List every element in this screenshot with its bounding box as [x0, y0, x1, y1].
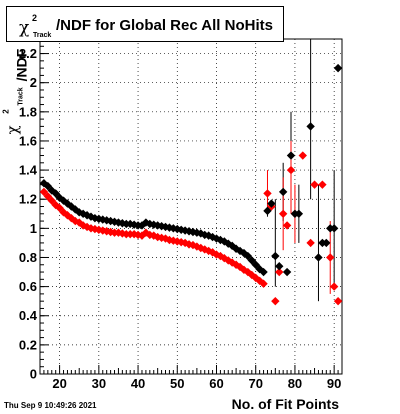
red-data-point	[71, 216, 80, 226]
red-data-point	[235, 262, 245, 272]
y-tick-label: 1.2	[19, 192, 37, 207]
x-tick-label: 40	[131, 376, 145, 391]
x-tick-label: 60	[209, 376, 223, 391]
red-data-point	[39, 187, 49, 197]
x-tick-label: 20	[52, 376, 66, 391]
black-data-point	[314, 253, 323, 262]
black-data-point	[118, 219, 127, 228]
title-subscript: Track	[33, 32, 52, 39]
x-tick-label: 90	[327, 376, 341, 391]
black-data-point	[329, 224, 339, 233]
red-data-point	[51, 200, 60, 210]
y-tick-label: 1.6	[19, 133, 37, 148]
red-data-point	[247, 270, 256, 280]
black-data-point	[247, 256, 256, 265]
red-data-point	[278, 209, 288, 218]
red-data-point	[59, 208, 68, 217]
black-data-point	[67, 202, 76, 211]
black-data-point	[259, 267, 268, 277]
black-data-point	[322, 238, 331, 248]
black-data-point	[278, 187, 288, 197]
red-data-point	[157, 233, 166, 243]
y-tick-label: 0	[30, 367, 37, 382]
grid-lines	[40, 39, 342, 374]
black-data-point	[282, 267, 292, 277]
y-axis-label-symbol: χ	[3, 125, 22, 135]
black-data-point	[263, 206, 272, 216]
x-axis-label: No. of Fit Points	[231, 396, 339, 412]
title-superscript: 2	[32, 13, 38, 23]
red-data-point	[102, 227, 111, 236]
red-data-point	[286, 165, 296, 175]
red-data-point	[326, 253, 335, 262]
red-data-point	[43, 192, 53, 201]
black-data-point	[94, 214, 104, 224]
red-data-point	[310, 180, 319, 189]
y-tick-label: 0.2	[19, 337, 37, 352]
y-tick-label: 1	[30, 221, 37, 236]
black-data-point	[271, 251, 280, 261]
red-data-point	[118, 229, 127, 238]
title-text: /NDF for Global Rec All NoHits	[56, 17, 273, 34]
black-data-point	[110, 217, 119, 226]
red-data-point	[137, 231, 147, 240]
data-points	[39, 63, 343, 306]
black-data-point	[137, 221, 147, 230]
black-data-point	[286, 151, 296, 160]
x-tick-label: 80	[288, 376, 302, 391]
red-data-point	[275, 267, 284, 277]
y-tick-label: 0.4	[19, 308, 38, 323]
y-axis-label-superscript: 2	[1, 109, 11, 114]
red-data-point	[318, 180, 327, 189]
x-tick-label: 70	[248, 376, 262, 391]
y-tick-label: 2.2	[19, 46, 37, 61]
red-data-point	[271, 296, 280, 306]
red-data-point	[282, 221, 292, 230]
red-data-point	[329, 282, 339, 291]
y-tick-label: 1.8	[19, 104, 37, 119]
x-tick-label: 50	[170, 376, 184, 391]
y-axis-label-subscript: Track	[17, 87, 25, 106]
red-data-point	[184, 240, 194, 249]
black-data-point	[267, 199, 276, 208]
black-data-point	[306, 122, 315, 131]
x-tick-label: 30	[92, 376, 106, 391]
black-data-point	[39, 178, 49, 188]
red-data-point	[259, 279, 268, 288]
red-data-point	[169, 236, 178, 245]
black-data-point	[294, 209, 304, 218]
black-data-point	[333, 63, 343, 73]
red-data-point	[94, 225, 104, 235]
black-data-point	[43, 181, 53, 191]
title-symbol: χ	[19, 18, 30, 38]
y-axis-label: χ 2 Track /NDF	[1, 49, 32, 140]
red-data-point	[306, 238, 315, 248]
timestamp: Thu Sep 9 10:49:26 2021	[4, 401, 97, 410]
chart-title: χ 2 Track /NDF for Global Rec All NoHits	[6, 6, 284, 42]
red-data-point	[298, 151, 307, 160]
red-data-point	[263, 189, 272, 198]
axis-ticks: 20 30 40 50 60 70 80 90 0 0.2 0.4 0.6 0.8 1 1.2 1.4 1.6 1…	[19, 45, 341, 391]
black-data-point	[275, 262, 284, 271]
black-data-point	[216, 235, 225, 245]
plot-frame	[39, 38, 343, 375]
y-tick-label: 2	[30, 75, 37, 90]
red-data-point	[216, 251, 225, 261]
black-data-point	[106, 216, 115, 226]
red-data-point	[78, 221, 88, 230]
y-axis-label-text: /NDF	[13, 48, 30, 82]
red-data-point	[90, 224, 100, 234]
y-tick-label: 1.4	[19, 163, 38, 178]
y-tick-label: 0.6	[19, 279, 37, 294]
red-data-point	[192, 242, 202, 251]
red-data-point	[333, 296, 343, 306]
black-data-point	[204, 231, 213, 240]
y-tick-label: 0.8	[19, 250, 37, 265]
black-data-point	[86, 212, 96, 221]
